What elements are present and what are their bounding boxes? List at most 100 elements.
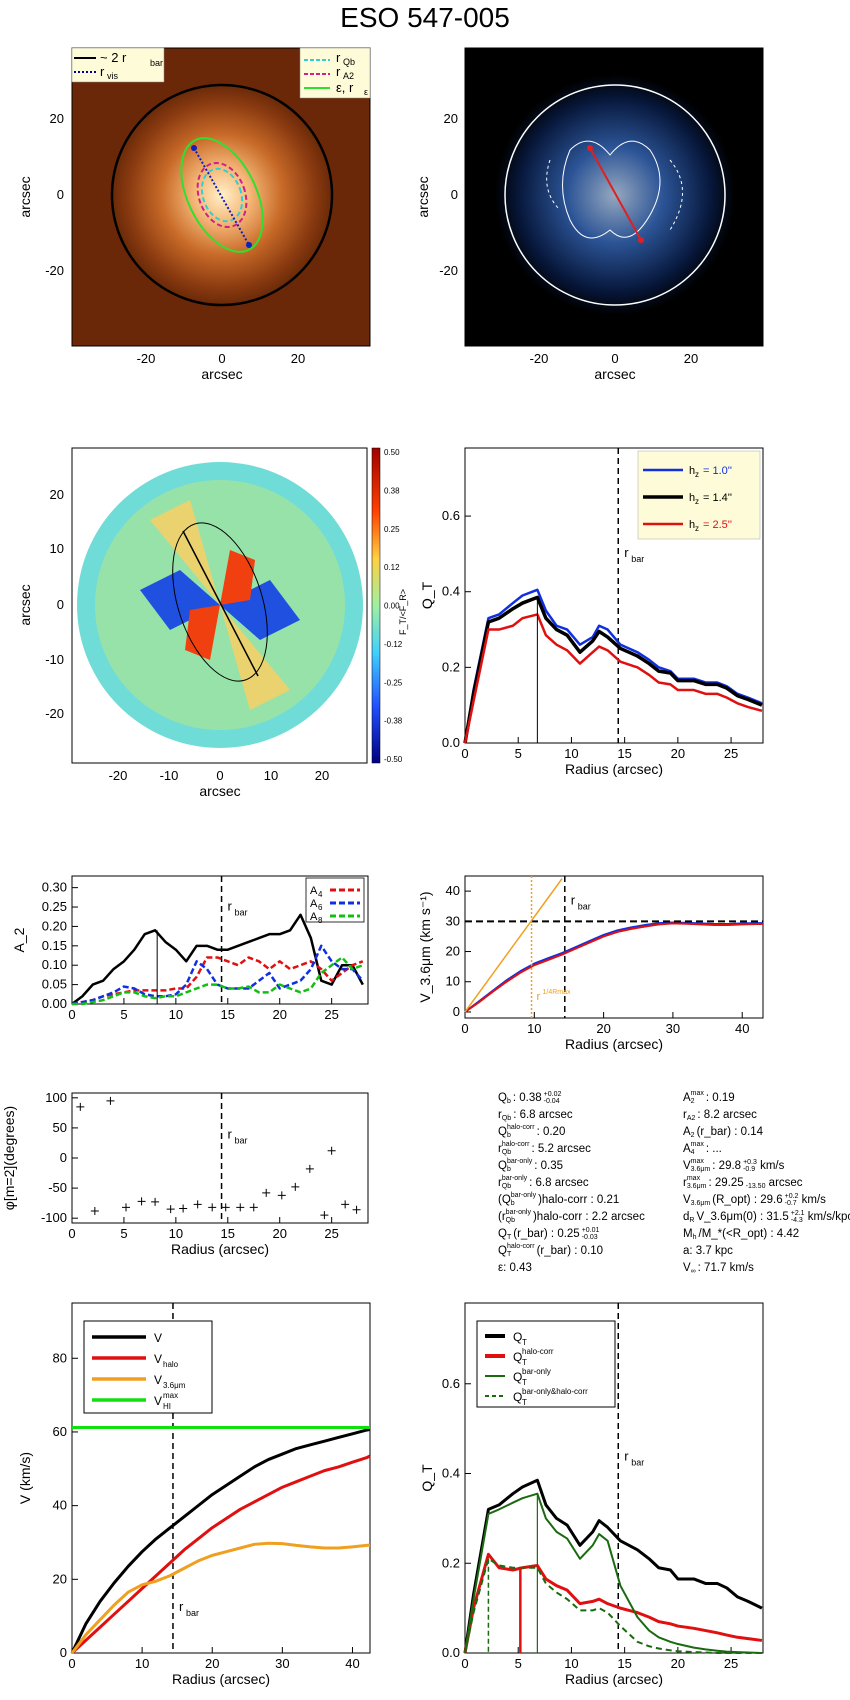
param-label-scripts: bar-only Qb bbox=[501, 1175, 528, 1191]
data-point bbox=[320, 1211, 329, 1220]
y-tick: 20 bbox=[50, 111, 64, 126]
param-row: A 2 (r_bar) : 0.14 bbox=[683, 1124, 850, 1141]
y-tick: 20 bbox=[444, 111, 458, 126]
param-value: : 6.8 arcsec bbox=[529, 1177, 589, 1190]
legend-label: V bbox=[154, 1331, 162, 1345]
legend-label-sub: HI bbox=[163, 1402, 171, 1411]
rbar-label: r bbox=[624, 1449, 629, 1464]
series-line bbox=[463, 595, 763, 744]
rbar-label: r bbox=[571, 892, 576, 907]
param-row: a: 3.7 kpc bbox=[683, 1243, 850, 1260]
param-value: : 0.20 bbox=[536, 1126, 566, 1139]
series-line bbox=[70, 1427, 371, 1654]
x-tick-label: 15 bbox=[617, 746, 631, 761]
x-axis-label: Radius (arcsec) bbox=[565, 761, 663, 777]
param-label: r bbox=[498, 1143, 502, 1156]
x-axis-label: Radius (arcsec) bbox=[565, 1671, 663, 1687]
data-point bbox=[151, 1197, 160, 1206]
legend-label-sub: z bbox=[695, 497, 699, 506]
plot-frame bbox=[71, 1092, 369, 1224]
x-tick: 20 bbox=[315, 768, 329, 783]
param-error: +0.01 -0.03 bbox=[581, 1227, 600, 1242]
svg-text:vis: vis bbox=[107, 71, 118, 81]
bar-major-axis bbox=[182, 530, 259, 677]
legend-label: A bbox=[310, 898, 318, 910]
series-line bbox=[463, 1478, 763, 1654]
x-tick-label: 10 bbox=[527, 1021, 541, 1036]
x-axis-label: arcsec bbox=[201, 366, 242, 382]
x-axis-label: arcsec bbox=[199, 783, 240, 799]
param-value: : 0.43 bbox=[503, 1262, 532, 1275]
series-line bbox=[70, 1454, 371, 1655]
y-axis-label: arcsec bbox=[17, 176, 33, 217]
param-value: : 5.2 arcsec bbox=[531, 1143, 591, 1156]
param-unit: km/s/kpc bbox=[804, 1211, 850, 1224]
y-tick-label: 10 bbox=[446, 974, 460, 989]
chart-phase-profile: 0 5 10 15 20 25 100 50 0 -50 -100 Radius (arcsec) φ[… bbox=[1, 1090, 369, 1257]
param-label: A bbox=[683, 1126, 691, 1139]
data-point bbox=[122, 1203, 131, 1212]
x-tick: 20 bbox=[684, 351, 698, 366]
series-line bbox=[72, 956, 364, 1006]
series-line bbox=[463, 613, 763, 744]
ellipse-qb bbox=[200, 167, 244, 223]
y-tick-label: 0.10 bbox=[42, 957, 67, 972]
rbar-label-sub: bar bbox=[235, 1136, 248, 1146]
y-tick: 0 bbox=[57, 187, 64, 202]
legend-box bbox=[637, 450, 761, 540]
param-label-scripts: halo-corr b bbox=[506, 1124, 535, 1140]
x-axis-label: arcsec bbox=[594, 366, 635, 382]
rbar-label-sub: bar bbox=[631, 1458, 644, 1468]
data-point bbox=[305, 1164, 314, 1173]
series-line bbox=[463, 588, 763, 744]
x-tick-label: 40 bbox=[345, 1656, 359, 1671]
x-tick-label: 0 bbox=[461, 1021, 468, 1036]
legend-label-sup: halo-corr bbox=[522, 1347, 554, 1356]
colorbar bbox=[371, 447, 381, 764]
param-label: r bbox=[498, 1177, 502, 1190]
colorbar-tick: -0.12 bbox=[384, 640, 403, 649]
colorbar-tick: 0.38 bbox=[384, 486, 400, 495]
chart-a2-profile: 0 5 10 15 20 25 0.00 0.05 0.10 0.15 0.20 0.25 0.30 A_… bbox=[11, 875, 369, 1022]
y-axis-label: A_2 bbox=[11, 927, 27, 952]
svg-text:ε: ε bbox=[364, 87, 368, 97]
series-line bbox=[464, 921, 763, 1013]
legend-label-sub: T bbox=[522, 1358, 527, 1367]
param-error: +2.1 -4.3 bbox=[790, 1210, 805, 1225]
data-point bbox=[137, 1197, 146, 1206]
svg-text:bar: bar bbox=[150, 58, 163, 68]
y-tick-label: 50 bbox=[53, 1120, 67, 1135]
y-tick-label: 80 bbox=[53, 1350, 67, 1365]
param-value: : 71.7 km/s bbox=[697, 1262, 754, 1275]
data-point bbox=[341, 1200, 350, 1209]
ellipse-eps bbox=[180, 137, 264, 253]
x-tick-label: 0 bbox=[68, 1007, 75, 1022]
param-value: : ... bbox=[705, 1143, 722, 1156]
param-row: r bar-only Qb: 6.8 arcsec bbox=[498, 1175, 645, 1192]
legend-label: Q bbox=[513, 1370, 522, 1384]
y-tick: 0 bbox=[57, 597, 64, 612]
vis-bar-line bbox=[193, 147, 250, 246]
param-label: (r bbox=[498, 1211, 506, 1224]
y-tick: 0 bbox=[451, 187, 458, 202]
param-value: /M_*(<R_opt) : 4.42 bbox=[698, 1228, 800, 1241]
data-point bbox=[90, 1206, 99, 1215]
colorbar-tick: -0.38 bbox=[384, 717, 403, 726]
param-label-scripts: max 4 bbox=[690, 1141, 704, 1157]
x-tick: -20 bbox=[109, 768, 128, 783]
y-tick: 20 bbox=[50, 487, 64, 502]
legend-rqb: r bbox=[336, 50, 341, 65]
series-line bbox=[464, 1492, 762, 1654]
svg-text:A2: A2 bbox=[343, 71, 354, 81]
param-row: Q b: 0.38 +0.02 -0.04 bbox=[498, 1090, 645, 1107]
param-label-scripts: bar-only b bbox=[506, 1158, 533, 1174]
data-point bbox=[249, 1203, 258, 1212]
legend-label-sub: 6 bbox=[318, 903, 323, 912]
param-label: r bbox=[683, 1109, 687, 1122]
plot-frame bbox=[71, 875, 369, 1005]
y-tick: 10 bbox=[50, 541, 64, 556]
y-axis-label: φ[m=2](degrees) bbox=[1, 1106, 17, 1210]
